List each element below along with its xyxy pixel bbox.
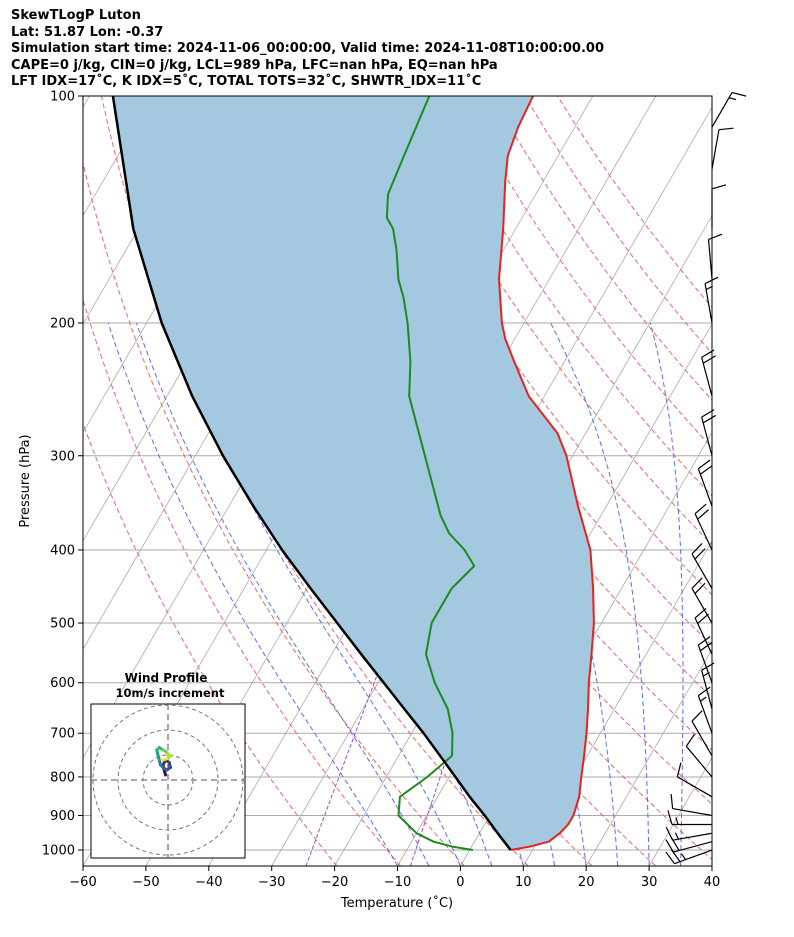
dry-adiabat bbox=[83, 422, 338, 866]
dry-adiabat bbox=[361, 96, 712, 596]
chart-header: SkewTLogP Luton Lat: 51.87 Lon: -0.37 Si… bbox=[11, 8, 604, 91]
x-tick-label: 0 bbox=[456, 875, 464, 890]
moist-adiabat bbox=[649, 322, 684, 866]
time-line: Simulation start time: 2024-11-06_00:00:… bbox=[11, 41, 604, 56]
isotherm-line bbox=[775, 96, 794, 866]
wind-barb bbox=[691, 710, 713, 757]
cape-shading bbox=[112, 96, 594, 850]
isotherm-line bbox=[522, 540, 712, 866]
wind-barb bbox=[704, 276, 719, 324]
y-tick-label: 200 bbox=[50, 316, 75, 331]
params-line: CAPE=0 j/kg, CIN=0 j/kg, LCL=989 hPa, LF… bbox=[11, 57, 498, 73]
wind-barb bbox=[691, 543, 713, 589]
moist-adiabat bbox=[135, 322, 430, 866]
dry-adiabat bbox=[426, 96, 712, 497]
isotherm-line bbox=[648, 756, 712, 866]
y-tick-label: 900 bbox=[50, 809, 75, 824]
indices-line: LFT IDX=17˚C, K IDX=5˚C, TOTAL TOTS=32˚C… bbox=[11, 74, 482, 89]
series-parcel-line bbox=[111, 96, 512, 851]
isotherm-line bbox=[83, 96, 90, 109]
wind-barb bbox=[697, 636, 713, 683]
moist-adiabat bbox=[744, 323, 793, 866]
wind-barb bbox=[694, 503, 713, 551]
wind-barb bbox=[701, 409, 716, 456]
series-temperature-line bbox=[498, 96, 595, 851]
dry-adiabat bbox=[459, 96, 712, 449]
hodograph-title: Wind Profile bbox=[125, 671, 208, 685]
hodograph-segment bbox=[161, 757, 169, 762]
y-tick-label: 400 bbox=[50, 543, 75, 558]
x-tick-label: −30 bbox=[258, 875, 285, 890]
x-tick-label: 10 bbox=[515, 875, 532, 890]
wind-barb bbox=[697, 459, 713, 507]
moist-adiabat bbox=[550, 322, 650, 866]
x-tick-label: −20 bbox=[321, 875, 348, 890]
y-tick-label: 600 bbox=[50, 676, 75, 691]
x-tick-label: −60 bbox=[69, 875, 96, 890]
wind-barb bbox=[711, 184, 727, 229]
isotherm-line bbox=[585, 648, 712, 866]
y-tick-label: 700 bbox=[50, 727, 75, 742]
x-tick-label: 30 bbox=[641, 875, 658, 890]
location-line: Lat: 51.87 Lon: -0.37 bbox=[11, 24, 164, 40]
x-tick-label: 20 bbox=[578, 875, 595, 890]
y-tick-label: 500 bbox=[50, 617, 75, 632]
wind-barb bbox=[697, 686, 713, 734]
y-axis-label: Pressure (hPa) bbox=[18, 434, 33, 527]
dry-adiabat bbox=[83, 298, 401, 866]
wind-barb bbox=[667, 810, 712, 826]
x-tick-label: −10 bbox=[384, 875, 411, 890]
chart-title: SkewTLogP Luton bbox=[11, 8, 141, 23]
dry-adiabat bbox=[83, 161, 465, 866]
isotherm-line bbox=[711, 865, 712, 866]
y-tick-label: 300 bbox=[50, 449, 75, 464]
x-tick-label: −50 bbox=[132, 875, 159, 890]
moist-adiabat bbox=[107, 322, 398, 866]
hodograph-subtitle: 10m/s increment bbox=[116, 686, 225, 700]
y-tick-label: 100 bbox=[50, 90, 75, 105]
series-dewpoint-line bbox=[385, 96, 476, 851]
y-tick-label: 1000 bbox=[42, 844, 75, 859]
dry-adiabat bbox=[394, 96, 712, 546]
y-tick-label: 800 bbox=[50, 770, 75, 785]
wind-barb bbox=[665, 826, 713, 841]
wind-barb bbox=[691, 577, 713, 624]
wind-barb bbox=[711, 91, 747, 128]
wind-barb bbox=[701, 349, 716, 397]
wind-barb bbox=[707, 233, 723, 280]
x-tick-label: 40 bbox=[704, 875, 721, 890]
moist-adiabat bbox=[711, 856, 712, 866]
x-axis-label: Temperature (˚C) bbox=[340, 895, 453, 911]
x-tick-label: −40 bbox=[195, 875, 222, 890]
wind-barb bbox=[676, 762, 713, 798]
wind-barb bbox=[711, 127, 734, 170]
wind-barb bbox=[670, 794, 713, 817]
wind-barb bbox=[685, 733, 713, 778]
